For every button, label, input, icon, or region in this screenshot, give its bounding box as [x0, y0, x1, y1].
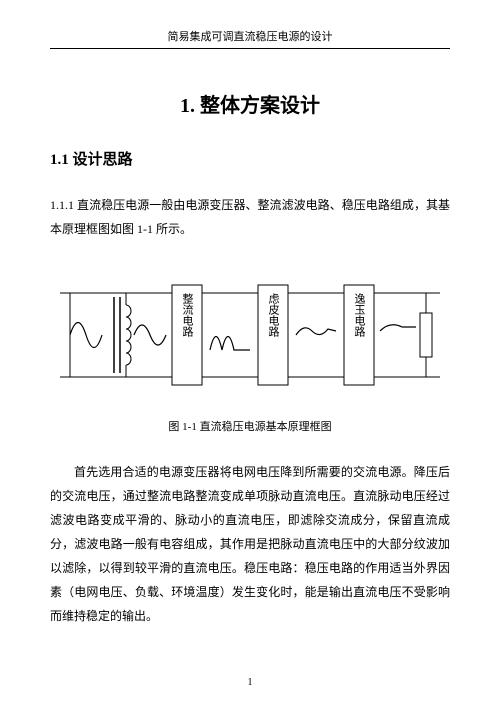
- section-number: 1.: [180, 95, 195, 117]
- page-header-title: 简易集成可调直流稳压电源的设计: [50, 28, 450, 44]
- section-title-text: 整体方案设计: [200, 95, 320, 117]
- filter-label: 虑皮电路: [267, 293, 280, 338]
- diagram-svg: 整流电路 虑皮电路 逸玉电路: [60, 265, 440, 405]
- paragraph-1: 1.1.1 直流稳压电源一般由电源变压器、整流滤波电路、稳压电路组成，其基本原理…: [50, 193, 450, 241]
- paragraph-1-prefix: 1.1.1: [50, 198, 74, 212]
- block-diagram: 整流电路 虑皮电路 逸玉电路 图 1-1 直流稳压电源基本原理框图: [60, 265, 440, 434]
- page-number: 1: [0, 677, 500, 688]
- paragraph-2: 首先选用合适的电源变压器将电网电压降到所需要的交流电源。降压后的交流电压，通过整…: [50, 460, 450, 628]
- diagram-caption: 图 1-1 直流稳压电源基本原理框图: [60, 418, 440, 434]
- subsection-title: 1.1 设计思路: [50, 148, 450, 169]
- header-divider: [50, 48, 450, 49]
- regulator-label: 逸玉电路: [353, 293, 366, 338]
- rectifier-label: 整流电路: [181, 292, 194, 338]
- section-title: 1. 整体方案设计: [50, 89, 450, 118]
- paragraph-1-text: 直流稳压电源一般由电源变压器、整流滤波电路、稳压电路组成，其基本原理框图如图 1…: [50, 198, 450, 236]
- subsection-number: 1.1: [50, 152, 69, 168]
- subsection-title-text: 设计思路: [73, 152, 133, 168]
